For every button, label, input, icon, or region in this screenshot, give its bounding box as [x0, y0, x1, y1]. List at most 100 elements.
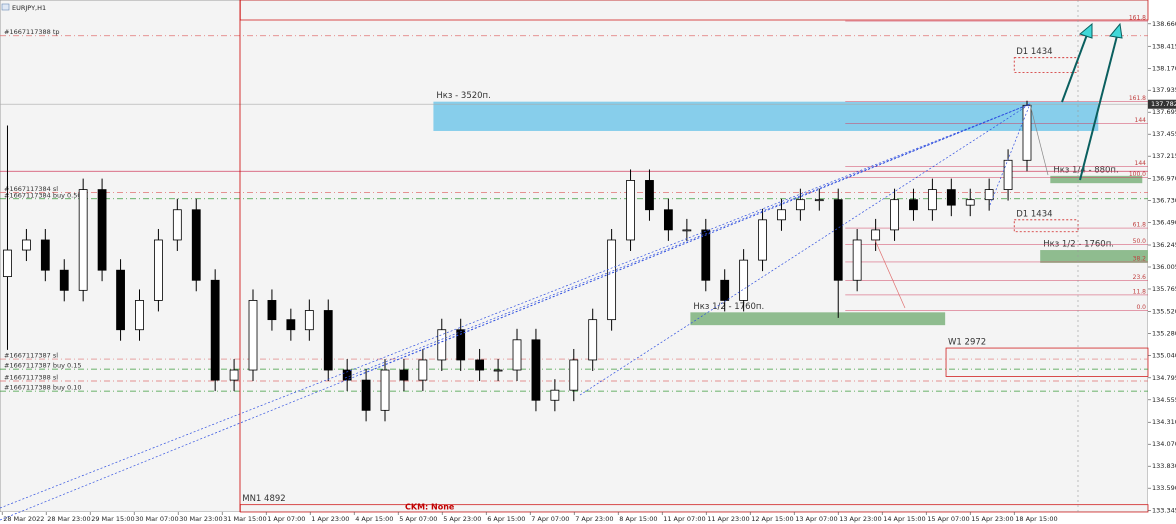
candle-body: [984, 189, 994, 201]
fib-label: 38.2: [1133, 255, 1147, 262]
candle-body: [550, 389, 560, 401]
candle-body: [304, 310, 314, 331]
box-label: D1 1434: [1016, 47, 1052, 57]
drawn-line: [874, 239, 906, 309]
order-label: #1667117387 buy 0.15: [4, 362, 82, 370]
x-tick-label: 1 Apr 07:00: [267, 515, 305, 523]
plot-area: [0, 0, 1149, 513]
candle-body: [248, 300, 258, 371]
x-tick-label: 1 Apr 23:00: [311, 515, 349, 523]
trend-line: [0, 103, 1031, 509]
y-tick-label: 134.310: [1152, 418, 1176, 426]
zone-label: Нкз 1/2 - 1760п.: [693, 302, 764, 312]
time-axis-panel: [0, 512, 1148, 524]
candle-body: [531, 339, 541, 401]
y-tick-label: 133.830: [1152, 462, 1176, 470]
candle-body: [512, 339, 522, 371]
candle-body: [758, 219, 767, 261]
fib-label: 161.8: [1129, 15, 1146, 22]
order-label: #1667117384 sl: [4, 185, 58, 193]
x-tick-label: 13 Apr 23:00: [839, 515, 881, 523]
y-tick-label: 136.005: [1152, 263, 1176, 271]
level-box: [1013, 57, 1079, 73]
x-tick-label: 11 Apr 07:00: [663, 515, 705, 523]
x-tick-label: 11 Apr 23:00: [707, 515, 749, 523]
fib-label: 23.6: [1133, 274, 1147, 281]
y-tick-label: 135.280: [1152, 329, 1176, 337]
candle-body: [456, 329, 466, 361]
candle-body: [946, 189, 956, 206]
x-tick-label: 28 Mar 2022: [3, 515, 44, 523]
order-label: #1667117384 buy 0.50: [4, 191, 82, 199]
zone-label: Нкз - 3520п.: [436, 91, 490, 101]
candle-body: [172, 209, 182, 241]
zone: [690, 312, 946, 326]
candle-body: [626, 180, 635, 241]
x-tick-label: 6 Apr 15:00: [487, 515, 525, 523]
y-tick-label: 136.490: [1152, 219, 1176, 227]
order-label: #1667117388 sl: [4, 374, 58, 382]
x-tick-label: 7 Apr 23:00: [575, 515, 613, 523]
arrow-head: [1078, 22, 1093, 39]
y-tick-label: 135.765: [1152, 285, 1176, 293]
y-tick-label: 138.660: [1152, 20, 1176, 28]
trend-line: [579, 103, 1031, 396]
x-tick-label: 4 Apr 15:00: [355, 515, 393, 523]
order-label: #1667117387 sl: [4, 352, 58, 360]
candle-body: [890, 199, 899, 231]
candle-body: [607, 239, 617, 321]
y-tick-label: 137.215: [1152, 152, 1176, 160]
x-tick-label: 14 Apr 15:00: [883, 515, 925, 523]
x-tick-label: 5 Apr 23:00: [443, 515, 481, 523]
candle-body: [645, 180, 654, 211]
candle-body: [814, 199, 824, 202]
last-price-label: 137.782: [1151, 100, 1176, 108]
candle-body: [1003, 159, 1013, 190]
x-tick-label: 7 Apr 07:00: [531, 515, 569, 523]
candle-body: [927, 189, 937, 211]
y-tick-label: 136.730: [1152, 197, 1176, 205]
x-tick-label: 12 Apr 15:00: [751, 515, 793, 523]
fib-label: 161.8: [1129, 95, 1146, 102]
candle-body: [154, 239, 163, 301]
candle-body: [380, 369, 390, 411]
trend-lines: [0, 103, 1031, 521]
x-tick-label: 29 Mar 15:00: [91, 515, 134, 523]
candle-body: [739, 259, 749, 301]
y-tick-label: 137.455: [1152, 130, 1176, 138]
candle-body: [323, 310, 333, 371]
candle-body: [871, 229, 881, 241]
y-tick-label: 135.040: [1152, 351, 1176, 359]
y-tick-label: 136.970: [1152, 175, 1176, 183]
symbol-icon: [1, 3, 10, 11]
x-tick-label: 13 Apr 07:00: [795, 515, 837, 523]
fib-label: 144: [1135, 160, 1147, 167]
candle-body: [588, 319, 598, 361]
zone: [433, 101, 1099, 131]
arrow-head: [1109, 22, 1123, 39]
candle-body: [475, 359, 485, 371]
fib-label: 50.0: [1133, 238, 1147, 245]
candle-body: [437, 329, 447, 361]
x-tick-label: 8 Apr 15:00: [619, 515, 657, 523]
note: CKM: None: [405, 503, 455, 512]
arrow: [1061, 31, 1089, 103]
box-label: MN1 4892: [242, 494, 285, 504]
candle-body: [191, 209, 201, 281]
box-label: W1 2972: [948, 338, 986, 348]
x-tick-label: 18 Apr 15:00: [1015, 515, 1057, 523]
x-tick-label: 30 Mar 07:00: [135, 515, 178, 523]
y-tick-label: 136.245: [1152, 241, 1176, 249]
fib-label: 100.0: [1129, 171, 1146, 178]
candle-body: [286, 319, 296, 331]
forecast-arrows: [1061, 31, 1119, 181]
y-tick-label: 137.695: [1152, 108, 1176, 116]
zone: [1040, 250, 1148, 263]
y-tick-label: 133.345: [1152, 507, 1176, 515]
candle-body: [78, 189, 88, 291]
candle-body: [833, 199, 843, 281]
y-tick-label: 134.795: [1152, 374, 1176, 382]
candle-body: [795, 199, 805, 211]
candle-body: [210, 279, 220, 381]
